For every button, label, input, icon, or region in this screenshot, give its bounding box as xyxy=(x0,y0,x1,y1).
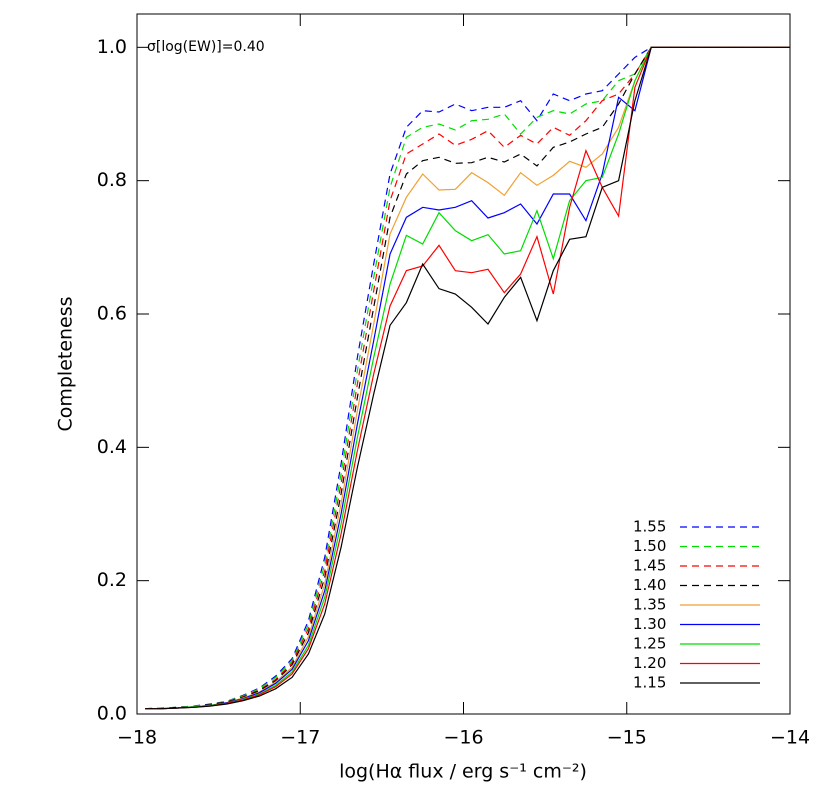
x-tick-label: −14 xyxy=(770,727,810,749)
y-tick-label: 1.0 xyxy=(97,36,127,58)
annotation: σ[log(EW)]=0.40 xyxy=(147,39,265,55)
y-tick-label: 0.6 xyxy=(97,303,127,325)
series-line xyxy=(145,46,790,710)
x-tick-label: −15 xyxy=(607,727,647,749)
y-axis-label: Completeness xyxy=(55,296,77,431)
legend-label: 1.55 xyxy=(633,518,666,536)
x-tick-label: −16 xyxy=(443,727,483,749)
y-tick-label: 0.4 xyxy=(97,436,127,458)
legend-label: 1.35 xyxy=(633,596,666,614)
legend-label: 1.45 xyxy=(633,557,666,575)
y-tick-label: 0.8 xyxy=(97,169,127,191)
x-tick-label: −18 xyxy=(117,727,157,749)
series-line xyxy=(145,46,790,710)
legend-label: 1.20 xyxy=(633,654,666,672)
legend-label: 1.50 xyxy=(633,537,666,555)
series-line xyxy=(145,46,790,710)
series-line xyxy=(145,46,790,710)
plot-frame xyxy=(136,13,791,715)
series-line xyxy=(145,46,790,710)
legend-label: 1.30 xyxy=(633,615,666,633)
series-line xyxy=(145,46,790,710)
y-tick-label: 0.2 xyxy=(97,569,127,591)
legend-label: 1.15 xyxy=(633,674,666,692)
x-axis-label: log(Hα flux / erg s⁻¹ cm⁻²) xyxy=(339,761,587,783)
y-tick-label: 0.0 xyxy=(97,703,127,725)
legend-label: 1.40 xyxy=(633,576,666,594)
x-tick-label: −17 xyxy=(280,727,320,749)
series-line xyxy=(145,46,790,710)
series-line xyxy=(145,46,790,710)
legend-label: 1.25 xyxy=(633,635,666,653)
series-line xyxy=(145,46,790,710)
